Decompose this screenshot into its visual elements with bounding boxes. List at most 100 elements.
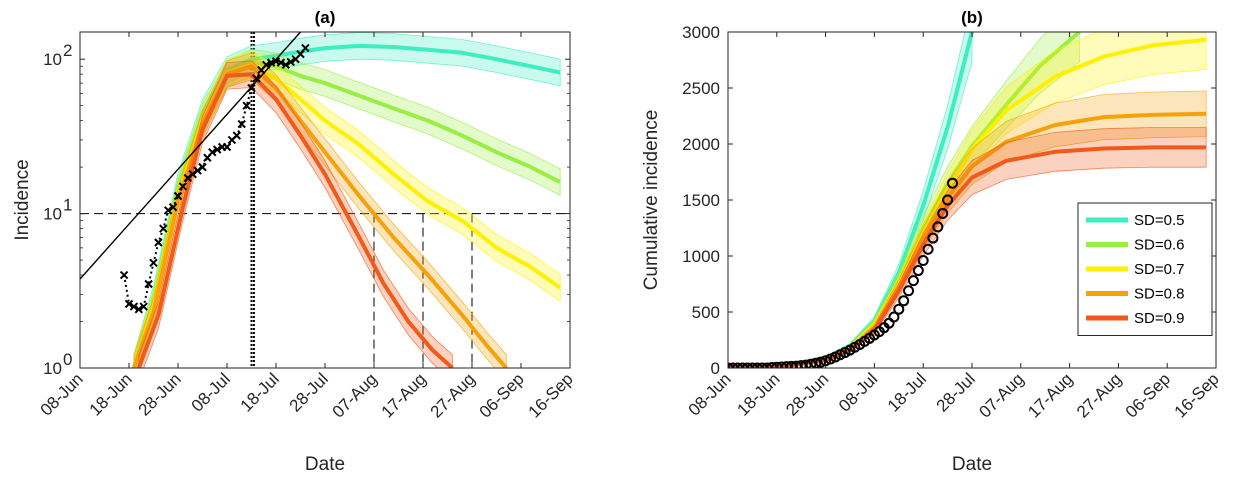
observed-point [237, 119, 246, 129]
x-tick-label: 08-Jul [188, 369, 234, 415]
observed-point-stroke-b [208, 147, 217, 157]
observed-point [737, 362, 749, 368]
observed-point-stroke-b [178, 182, 188, 191]
observed-point-stroke-b [242, 101, 251, 110]
observed-point [134, 305, 144, 314]
series-band-SD-05 [133, 32, 561, 368]
legend-item: SD=0.7 [1086, 261, 1184, 278]
y-tick-label: 3000 [682, 23, 720, 42]
observed-point [937, 207, 949, 219]
observed-point [247, 83, 256, 93]
y-tick-label: 10 [43, 359, 62, 378]
y-tick-label-exponent: 1 [63, 196, 72, 215]
observed-point [815, 356, 827, 368]
x-tick-label: 17-Aug [378, 369, 430, 421]
observed-point-stroke-b [173, 191, 183, 201]
observed-point-stroke-b [193, 166, 202, 175]
observed-point [805, 358, 817, 368]
observed-point-stroke-b [247, 83, 256, 93]
observed-point [154, 238, 163, 247]
series-band-SD-06 [133, 48, 561, 368]
panel-a-title: (a) [315, 8, 336, 27]
series-band-SD-07 [133, 50, 561, 368]
observed-point-stroke-b [222, 142, 232, 152]
observed-point [208, 147, 217, 157]
y-tick-label: 10 [43, 50, 62, 69]
observed-point [281, 60, 291, 69]
observed-point [232, 131, 242, 140]
x-tick-label: 28-Jul [933, 369, 979, 415]
observed-point-stroke-b [159, 224, 168, 233]
x-tick-label: 18-Jul [884, 369, 930, 415]
panel-a-y-axis-label: Incidence [12, 159, 33, 240]
observed-point-stroke-b [266, 58, 276, 67]
observed-point [159, 224, 168, 233]
x-tick-label: 27-Aug [427, 369, 479, 421]
observed-point [898, 295, 910, 307]
y-tick-label: 10 [43, 205, 62, 224]
y-tick-label: 1500 [682, 191, 720, 210]
observed-point-stroke-b [134, 305, 144, 314]
observed-point [903, 285, 915, 297]
observed-point [751, 362, 763, 368]
observed-point [756, 362, 768, 368]
x-tick-label: 18-Jun [733, 369, 783, 419]
panel-b-cumulative: (b) Date Cumulative incidence 08-Jun18-J… [641, 8, 1223, 475]
legend-label: SD=0.6 [1134, 237, 1184, 254]
observed-point-stroke-b [276, 58, 286, 67]
panel-b-x-axis-label: Date [952, 454, 992, 475]
observed-point [173, 191, 183, 201]
legend-box [1077, 202, 1213, 336]
legend-label: SD=0.5 [1134, 212, 1184, 229]
panel-a-x-axis-label: Date [305, 454, 345, 475]
y-tick-label-exponent: 0 [63, 350, 72, 369]
observed-point [261, 60, 271, 69]
observed-point [124, 299, 134, 309]
x-tick-label: 07-Aug [329, 369, 381, 421]
legend-item: SD=0.5 [1086, 212, 1184, 229]
observed-point [212, 145, 222, 154]
observed-point-stroke-b [232, 131, 242, 140]
observed-point-stroke-b [163, 206, 173, 215]
observed-point [139, 302, 148, 311]
series-line-SD-09 [136, 72, 454, 368]
observed-point-stroke-b [261, 60, 271, 69]
observed-point [917, 254, 929, 266]
y-tick-label: 0 [711, 359, 720, 378]
x-tick-label: 27-Aug [1073, 369, 1125, 421]
observed-point [927, 232, 939, 244]
observed-point [286, 57, 295, 67]
observed-point-stroke-b [237, 119, 246, 129]
legend-item: SD=0.9 [1086, 310, 1184, 327]
observed-point [129, 302, 139, 311]
legend-item: SD=0.8 [1086, 286, 1184, 303]
observed-point [732, 362, 744, 368]
x-tick-label: 06-Sep [1122, 369, 1174, 421]
observed-point [912, 265, 924, 277]
y-tick-label: 1000 [682, 247, 720, 266]
y-tick-label: 500 [692, 303, 720, 322]
observed-point [942, 194, 954, 206]
observed-point [907, 275, 919, 287]
observed-point [746, 362, 758, 368]
observed-point-stroke-b [286, 57, 295, 67]
panel-a-plot-area [80, 32, 570, 368]
x-tick-label: 18-Jun [86, 369, 136, 419]
legend-item: SD=0.6 [1086, 237, 1184, 254]
panel-b-title: (b) [961, 8, 983, 27]
observed-point-stroke-b [198, 162, 207, 172]
observed-point-stroke-b [301, 43, 310, 53]
legend-label: SD=0.8 [1134, 286, 1184, 303]
observed-point [168, 202, 178, 212]
observed-point [888, 311, 900, 323]
observed-point-stroke-b [154, 238, 163, 247]
x-tick-label: 07-Aug [975, 369, 1027, 421]
x-tick-label: 17-Aug [1024, 369, 1076, 421]
x-tick-label: 08-Jul [835, 369, 881, 415]
observed-point [222, 142, 232, 152]
x-tick-label: 18-Jul [237, 369, 283, 415]
observed-point [946, 177, 958, 189]
observed-point [893, 303, 905, 315]
